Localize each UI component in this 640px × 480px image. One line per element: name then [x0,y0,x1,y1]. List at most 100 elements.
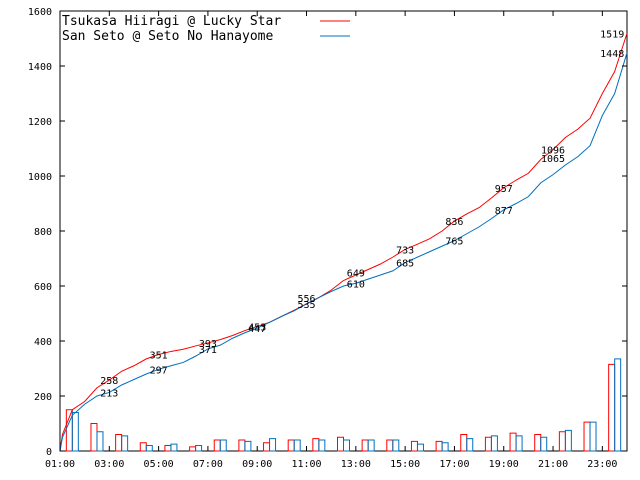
data-label-series-1-10: 1096 [541,146,565,157]
y-tick-label-2: 200 [34,392,52,403]
data-label-series-2-7: 685 [396,259,414,270]
x-tick-label-2: 03:00 [94,459,124,470]
y-tick-label-6: 1000 [28,172,52,183]
bar-series-1-hour-3 [115,434,123,452]
bar-series-1-hour-6 [189,446,197,452]
y-tick-label-9: 1600 [28,7,52,18]
bar-series-2-hour-2 [96,431,104,452]
bar-series-1-hour-17 [460,434,468,452]
x-axis: 01:00 03:00 05:00 07:00 09:00 11:00 13:00 15:00… [45,11,617,470]
data-label-series-1-1: 258 [100,376,118,387]
bar-series-2-hour-12 [343,439,350,452]
bar-series-2-hour-9 [269,438,277,452]
x-tick-label-4: 07:00 [193,459,223,470]
x-tick-label-3: 05:00 [144,459,174,470]
x-tick-label-8: 15:00 [390,459,420,470]
cumulative-lines [59,33,628,452]
data-label-series-1-4: 453 [248,322,266,333]
data-labels: 258 351 393 453 556 649 733 836 957 1096 1519 213 29… [100,29,624,399]
data-label-series-2-1: 213 [100,388,118,399]
bar-series-2-hour-13 [367,439,375,452]
y-axis: 0 200 400 600 800 1000 1200 1400 1600 [28,7,627,458]
data-label-series-1-8: 836 [445,217,463,228]
bar-series-1-hour-11 [312,438,320,452]
y-tick-label-5: 800 [34,227,52,238]
data-label-series-2-4: 447 [248,324,266,335]
data-label-series-2-9: 877 [495,206,513,217]
legend-label-series-1: Tsukasa Hiiragi @ Lucky Star [62,14,281,29]
bar-series-2-hour-3 [121,435,129,452]
x-tick-label-5: 09:00 [242,459,272,470]
bar-series-2-hour-6 [195,445,203,452]
bar-series-2-hour-10 [293,439,301,452]
bar-series-2-hour-14 [392,439,400,452]
bar-series-2-hour-18 [490,435,498,452]
line-series-1 [59,33,628,452]
data-label-series-1-7: 733 [396,245,414,256]
data-label-series-1-11: 1519 [600,29,624,40]
x-tick-label-12: 23:00 [587,459,617,470]
bar-series-1-hour-10 [287,439,295,452]
data-label-series-2-11: 1448 [600,49,624,60]
bar-series-2-hour-11 [318,439,326,452]
legend: Tsukasa Hiiragi @ Lucky Star San Seto @ … [62,14,350,44]
bar-series-1-hour-19 [509,432,517,452]
data-label-series-2-5: 535 [297,300,315,311]
y-tick-label-1: 0 [46,447,52,458]
plot-frame [59,10,628,452]
bar-series-2-hour-8 [244,440,252,452]
data-label-series-2-10: 1065 [541,154,565,165]
bar-series-1-hour-23 [608,363,616,452]
x-tick-label-7: 13:00 [341,459,371,470]
bar-series-1-hour-4 [139,442,147,452]
bar-series-1-hour-20 [534,434,542,452]
data-label-series-1-9: 957 [495,184,513,195]
data-label-series-1-5: 556 [297,294,315,305]
bar-series-2-hour-23 [614,358,622,452]
hourly-bars [65,358,622,452]
bar-series-1-hour-14 [386,439,394,452]
bar-series-1-hour-15 [410,440,418,452]
data-label-series-1-2: 351 [150,350,168,361]
bar-series-2-hour-17 [466,438,474,452]
y-tick-label-8: 1400 [28,62,52,73]
x-tick-label-1: 01:00 [45,459,75,470]
bar-series-1-hour-16 [435,440,443,452]
y-tick-label-7: 1200 [28,117,52,128]
line-series-2 [59,52,628,452]
bar-series-2-hour-15 [416,443,424,452]
bar-series-1-hour-5 [164,445,172,452]
x-tick-label-9: 17:00 [439,459,469,470]
x-tick-label-6: 11:00 [291,459,321,470]
bar-series-2-hour-20 [540,436,548,452]
y-tick-label-4: 600 [34,282,52,293]
data-label-series-2-2: 297 [150,365,168,376]
data-label-series-1-3: 393 [199,339,217,350]
legend-label-series-2: San Seto @ Seto No Hanayome [62,29,273,44]
bar-series-2-hour-22 [589,421,597,452]
x-tick-label-10: 19:00 [489,459,519,470]
bar-series-1-hour-13 [361,439,369,452]
bar-series-1-hour-22 [583,421,591,452]
bar-series-1-hour-18 [484,436,492,452]
bar-series-2-hour-1 [71,412,79,452]
bar-series-1-hour-12 [337,436,344,452]
bar-series-1-hour-7 [213,439,221,452]
bar-series-2-hour-5 [170,443,178,452]
x-tick-label-11: 21:00 [538,459,568,470]
bar-series-2-hour-4 [145,445,153,452]
bar-series-2-hour-21 [564,429,572,452]
bar-series-1-hour-21 [558,431,566,452]
bar-series-1-hour-2 [90,423,98,452]
data-label-series-2-3: 371 [199,345,217,356]
bar-series-2-hour-16 [441,442,449,452]
bar-series-2-hour-7 [219,439,227,452]
data-label-series-2-6: 610 [347,279,365,290]
bar-series-1-hour-8 [238,439,246,452]
y-tick-label-3: 400 [34,337,52,348]
data-label-series-2-8: 765 [445,237,463,248]
bar-series-1-hour-9 [263,442,271,452]
data-label-series-1-6: 649 [347,269,365,280]
bar-series-2-hour-19 [515,435,523,452]
